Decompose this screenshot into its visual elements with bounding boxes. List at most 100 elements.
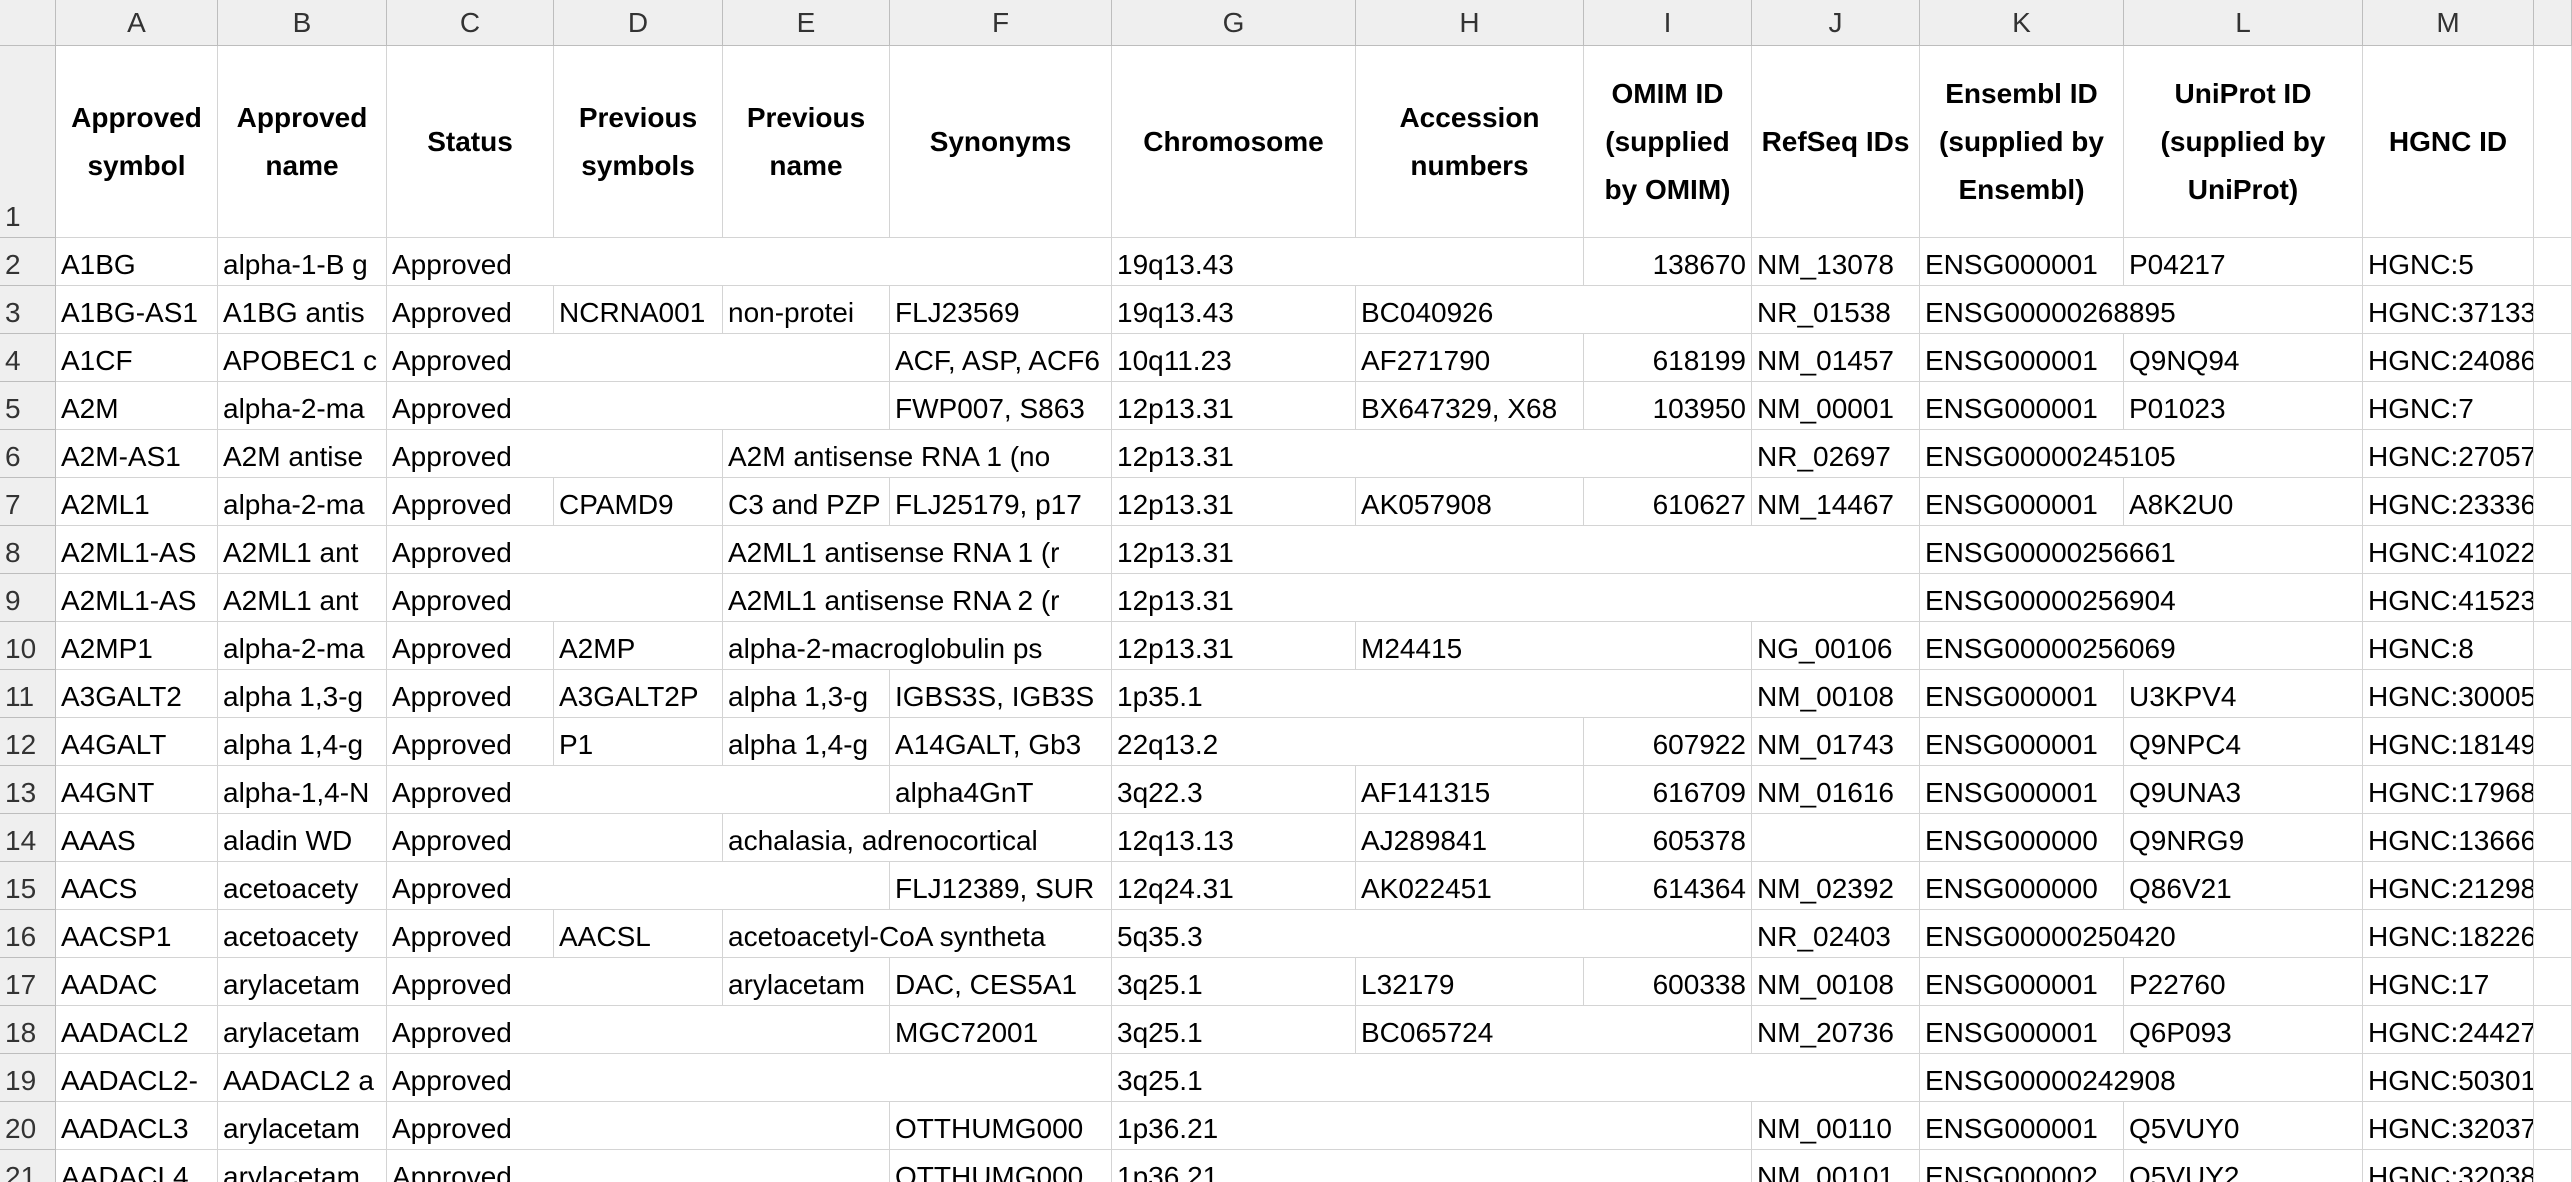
- column-header[interactable]: G: [1112, 0, 1356, 46]
- cell[interactable]: [2124, 574, 2363, 622]
- cell[interactable]: [1584, 430, 1752, 478]
- cell-value[interactable]: OTTHUMG000: [890, 1102, 1111, 1149]
- cell[interactable]: [2363, 286, 2534, 334]
- cell[interactable]: [1112, 862, 1356, 910]
- cell[interactable]: [1920, 1006, 2124, 1054]
- row-header[interactable]: 4: [0, 334, 56, 382]
- cell-value[interactable]: Approved: [387, 1006, 889, 1053]
- cell[interactable]: [1752, 526, 1920, 574]
- cell[interactable]: [2363, 1054, 2534, 1102]
- cell[interactable]: [1920, 1102, 2124, 1150]
- cell[interactable]: [2534, 526, 2572, 574]
- cell[interactable]: [2534, 238, 2572, 286]
- cell-value[interactable]: alpha-2-ma: [218, 478, 386, 525]
- row-header[interactable]: 2: [0, 238, 56, 286]
- cell[interactable]: [1356, 814, 1584, 862]
- row-header[interactable]: 8: [0, 526, 56, 574]
- cell[interactable]: [890, 574, 1112, 622]
- cell[interactable]: [56, 238, 218, 286]
- cell[interactable]: [1920, 1150, 2124, 1182]
- cell[interactable]: [554, 718, 723, 766]
- cell[interactable]: [890, 814, 1112, 862]
- cell-value[interactable]: P01023: [2124, 382, 2362, 429]
- cell[interactable]: [554, 958, 723, 1006]
- cell[interactable]: [2124, 286, 2363, 334]
- cell[interactable]: [218, 430, 387, 478]
- cell[interactable]: [56, 478, 218, 526]
- cell-value[interactable]: A2M antisense RNA 1 (no: [723, 430, 1111, 477]
- cell[interactable]: [1752, 1150, 1920, 1182]
- cell-value[interactable]: NM_13078: [1752, 238, 1919, 285]
- cell-value[interactable]: Q9UNA3: [2124, 766, 2362, 813]
- cell-value[interactable]: APOBEC1 c: [218, 334, 386, 381]
- cell[interactable]: [2124, 670, 2363, 718]
- cell[interactable]: [56, 622, 218, 670]
- cell-value[interactable]: alpha 1,3-g: [723, 670, 889, 717]
- cell-value[interactable]: ACF, ASP, ACF6: [890, 334, 1111, 381]
- cell[interactable]: [218, 958, 387, 1006]
- cell[interactable]: [1356, 382, 1584, 430]
- cell[interactable]: [1584, 238, 1752, 286]
- row-header[interactable]: 7: [0, 478, 56, 526]
- cell[interactable]: [1112, 286, 1356, 334]
- cell-value[interactable]: alpha-1-B g: [218, 238, 386, 285]
- cell-value[interactable]: AADACL2-: [56, 1054, 217, 1101]
- cell-value[interactable]: HGNC:32037: [2363, 1102, 2533, 1149]
- cell-value[interactable]: Approved: [387, 958, 722, 1005]
- header-cell[interactable]: Approved symbol: [56, 46, 218, 238]
- cell-value[interactable]: Approved: [387, 574, 722, 621]
- cell[interactable]: [2534, 430, 2572, 478]
- column-header[interactable]: J: [1752, 0, 1920, 46]
- cell-value[interactable]: NM_00101: [1752, 1150, 1919, 1182]
- cell[interactable]: [2363, 814, 2534, 862]
- cell-value[interactable]: NCRNA001: [554, 286, 722, 333]
- cell-value[interactable]: NM_02392: [1752, 862, 1919, 909]
- cell[interactable]: [56, 1150, 218, 1182]
- cell[interactable]: [218, 1150, 387, 1182]
- cell[interactable]: [1356, 766, 1584, 814]
- cell[interactable]: [218, 238, 387, 286]
- cell[interactable]: [1752, 334, 1920, 382]
- cell[interactable]: [890, 430, 1112, 478]
- cell[interactable]: [1584, 478, 1752, 526]
- cell-value[interactable]: 19q13.43: [1112, 238, 1583, 285]
- cell[interactable]: [1584, 910, 1752, 958]
- cell-value[interactable]: 12p13.31: [1112, 622, 1355, 669]
- cell-value[interactable]: AJ289841: [1356, 814, 1583, 861]
- row-header[interactable]: 16: [0, 910, 56, 958]
- cell[interactable]: [1584, 1102, 1752, 1150]
- cell[interactable]: [1752, 958, 1920, 1006]
- cell[interactable]: [2124, 910, 2363, 958]
- cell[interactable]: [1920, 478, 2124, 526]
- cell-value[interactable]: acetoacety: [218, 910, 386, 957]
- header-cell[interactable]: Approved name: [218, 46, 387, 238]
- cell[interactable]: [2124, 1054, 2363, 1102]
- cell-value[interactable]: NM_00110: [1752, 1102, 1919, 1149]
- cell-value[interactable]: arylacetam: [218, 1006, 386, 1053]
- cell[interactable]: [2363, 622, 2534, 670]
- cell[interactable]: [218, 814, 387, 862]
- cell[interactable]: [1112, 958, 1356, 1006]
- cell-value[interactable]: Q9NRG9: [2124, 814, 2362, 861]
- cell-value[interactable]: Approved: [387, 814, 722, 861]
- cell-value[interactable]: ENSG000001: [1920, 334, 2123, 381]
- cell-value[interactable]: Approved: [387, 478, 553, 525]
- column-header[interactable]: B: [218, 0, 387, 46]
- cell[interactable]: [56, 862, 218, 910]
- cell-value[interactable]: A2ML1 ant: [218, 526, 386, 573]
- cell[interactable]: [218, 334, 387, 382]
- cell-value[interactable]: NR_02697: [1752, 430, 1919, 477]
- cell-value[interactable]: 1p36.21: [1112, 1150, 1751, 1182]
- cell[interactable]: [1112, 334, 1356, 382]
- cell-value[interactable]: 12p13.31: [1112, 382, 1355, 429]
- cell[interactable]: [1752, 238, 1920, 286]
- cell-value[interactable]: P1: [554, 718, 722, 765]
- cell[interactable]: [1356, 334, 1584, 382]
- corner[interactable]: [0, 0, 56, 46]
- cell-value[interactable]: 1p36.21: [1112, 1102, 1751, 1149]
- cell[interactable]: [1112, 766, 1356, 814]
- cell[interactable]: [1752, 1054, 1920, 1102]
- cell-value[interactable]: MGC72001: [890, 1006, 1111, 1053]
- cell[interactable]: [1112, 382, 1356, 430]
- cell[interactable]: [2534, 478, 2572, 526]
